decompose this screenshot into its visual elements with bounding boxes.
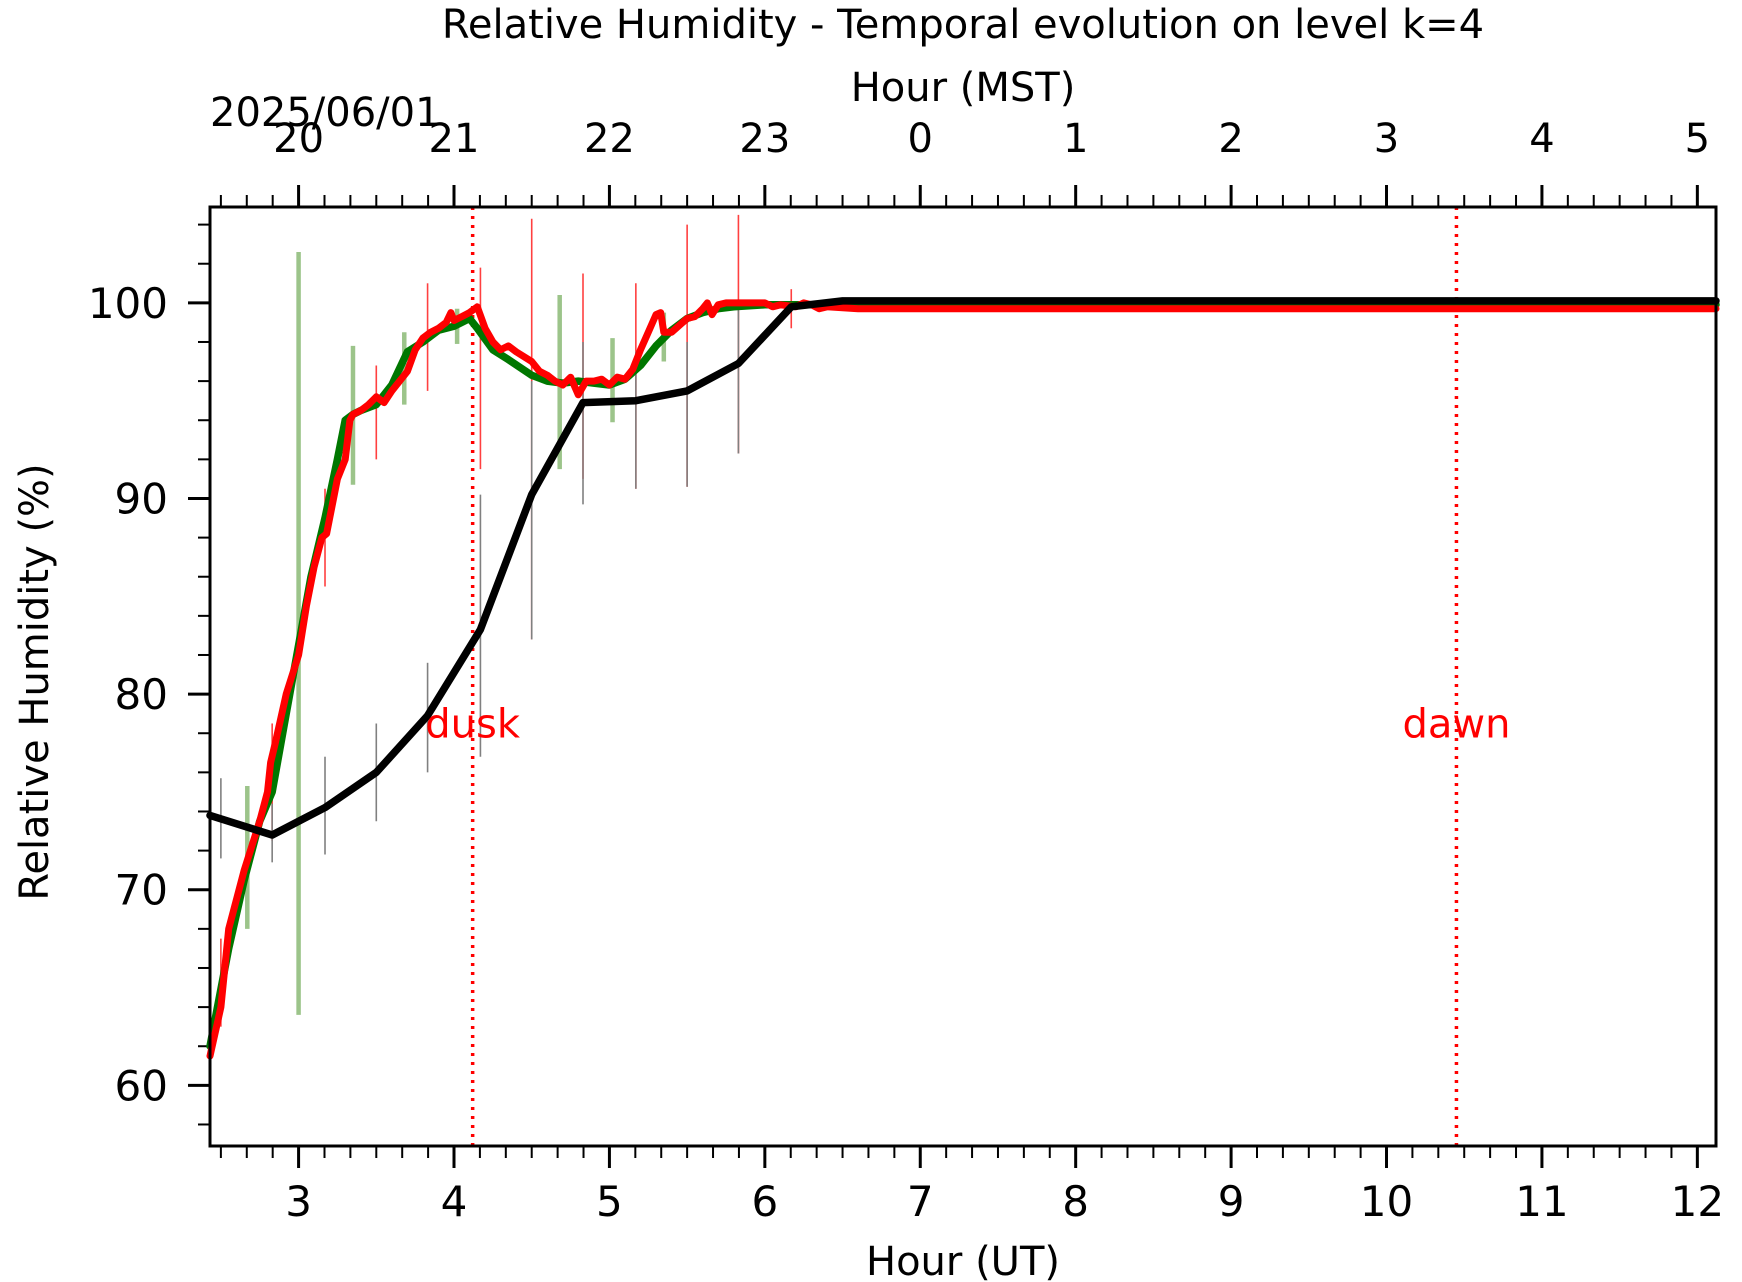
y-tick-label: 70 [115, 866, 168, 915]
x-axis-label: Hour (UT) [866, 1239, 1060, 1282]
x2-tick-label: 23 [739, 116, 790, 162]
x2-tick-label: 21 [429, 116, 480, 162]
x2-tick-label: 3 [1374, 116, 1399, 162]
x-tick-label: 9 [1218, 1177, 1245, 1226]
y-tick-label: 60 [115, 1061, 168, 1110]
date-label: 2025/06/01 [210, 90, 441, 136]
x-tick-label: 10 [1360, 1177, 1413, 1226]
x-tick-label: 11 [1515, 1177, 1568, 1226]
y-tick-label: 80 [115, 670, 168, 719]
chart-title: Relative Humidity - Temporal evolution o… [442, 2, 1484, 48]
annotations: dusk dawn [425, 701, 1510, 747]
x2-tick-label: 4 [1529, 116, 1554, 162]
series-line [206, 301, 1720, 1050]
series-line [206, 299, 1720, 1060]
plot-frame [208, 205, 1718, 1148]
x2-tick-label: 1 [1063, 116, 1088, 162]
x2-tick-label: 5 [1685, 116, 1710, 162]
x-tick-label: 12 [1671, 1177, 1724, 1226]
event-lines [470, 207, 1459, 1146]
x2-tick-label: 0 [908, 116, 933, 162]
x-tick-label: 6 [751, 1177, 778, 1226]
x2-tick-label: 20 [273, 116, 324, 162]
x2-tick-label: 2 [1218, 116, 1243, 162]
x2-axis-label: Hour (MST) [851, 65, 1076, 111]
x-tick-label: 7 [907, 1177, 934, 1226]
y-tick-label: 90 [115, 474, 168, 523]
series-line [206, 297, 1720, 839]
annotation-dusk: dusk [425, 701, 521, 747]
x-tick-label: 4 [441, 1177, 468, 1226]
x2-tick-label: 22 [584, 116, 635, 162]
y-axis-label: Relative Humidity (%) [12, 463, 58, 900]
annotation-dawn: dawn [1402, 701, 1510, 747]
x-tick-label: 5 [596, 1177, 623, 1226]
data-series [206, 297, 1720, 1060]
y-tick-label: 100 [88, 279, 168, 328]
x-tick-label: 3 [285, 1177, 312, 1226]
x-tick-label: 8 [1062, 1177, 1089, 1226]
